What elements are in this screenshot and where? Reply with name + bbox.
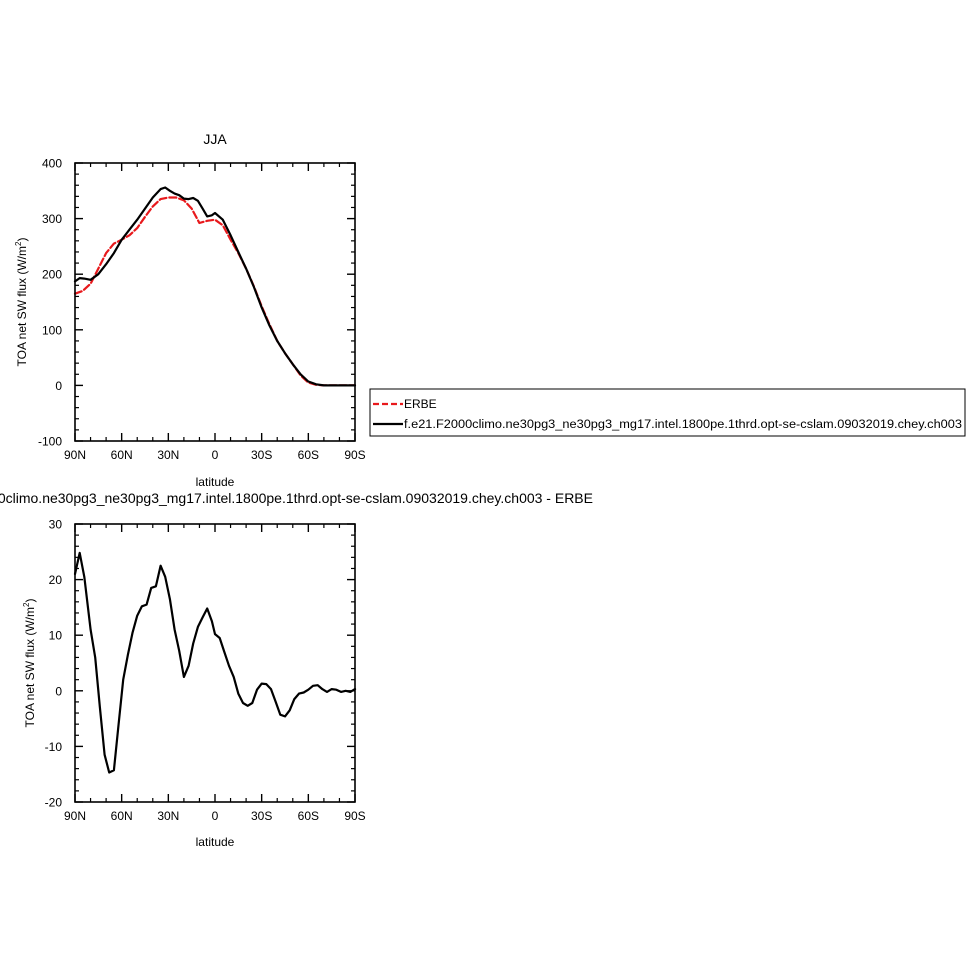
top-chart-y-tick-label: 0 (55, 379, 62, 393)
bottom-chart-y-axis-label-main: TOA net SW flux (W/m (23, 607, 37, 727)
bottom-chart-series-difference (73, 551, 357, 774)
top-chart-series-layer (73, 186, 357, 387)
top-chart-y-tick-label: 400 (42, 157, 62, 171)
top-chart-x-tick-label: 30N (157, 448, 179, 462)
bottom-chart-y-tick-label: 20 (49, 573, 63, 587)
bottom-chart-x-tick-label: 30S (251, 809, 272, 823)
bottom-chart-y-tick-label: 0 (55, 684, 62, 698)
top-chart-x-tick-label: 90N (64, 448, 86, 462)
bottom-chart-x-tick-label: 30N (157, 809, 179, 823)
bottom-chart-panel: f.e21.F2000climo.ne30pg3_ne30pg3_mg17.in… (0, 490, 593, 849)
bottom-chart-plot-frame (74, 523, 356, 803)
bottom-chart-ticks-layer: 90N 60N 30N 0 30S 60S 90S -20 -10 0 10 20 30 (45, 518, 366, 824)
legend-label-erbe: ERBE (404, 397, 437, 411)
top-chart-x-axis-label: latitude (196, 475, 235, 489)
top-chart-y-tick-label: 100 (42, 323, 62, 337)
legend: ERBE f.e21.F2000climo.ne30pg3_ne30pg3_mg… (369, 388, 966, 437)
top-chart-y-tick-label: 300 (42, 212, 62, 226)
top-chart-x-tick-label: 60N (111, 448, 133, 462)
top-chart-x-tick-label: 60S (298, 448, 319, 462)
top-chart-y-axis-label-main: TOA net SW flux (W/m (15, 246, 29, 366)
bottom-chart-series-layer (73, 551, 357, 774)
bottom-chart-y-axis-label-close: ) (23, 599, 37, 603)
bottom-chart-x-tick-label: 90S (344, 809, 365, 823)
bottom-chart-y-tick-label: -20 (45, 796, 63, 810)
legend-box (369, 388, 966, 437)
bottom-chart-y-axis-label: TOA net SW flux (W/m2) (22, 599, 37, 728)
legend-label-model: f.e21.F2000climo.ne30pg3_ne30pg3_mg17.in… (404, 419, 962, 431)
top-chart-x-tick-label: 90S (344, 448, 365, 462)
bottom-chart-x-tick-label: 90N (64, 809, 86, 823)
top-chart-plot-frame (74, 162, 356, 442)
top-chart-y-axis-label-superscript: 2 (14, 241, 23, 246)
top-chart-y-tick-label: 200 (42, 268, 62, 282)
bottom-chart-y-axis-label-superscript: 2 (22, 602, 31, 607)
top-chart-y-tick-label: -100 (38, 435, 62, 449)
top-chart-series-erbe (73, 196, 357, 387)
bottom-chart-x-tick-label: 60N (111, 809, 133, 823)
top-chart-panel: JJA 90N 60N 30N 0 30S 60S 90S -100 0 100 200 300 400… (14, 131, 366, 489)
bottom-chart-x-tick-label: 0 (212, 809, 219, 823)
top-chart-x-tick-label: 30S (251, 448, 272, 462)
bottom-chart-title: f.e21.F2000climo.ne30pg3_ne30pg3_mg17.in… (0, 490, 593, 506)
bottom-chart-x-axis-label: latitude (196, 835, 235, 849)
bottom-chart-y-tick-label: 10 (49, 629, 63, 643)
top-chart-x-tick-label: 0 (212, 448, 219, 462)
bottom-chart-x-tick-label: 60S (298, 809, 319, 823)
top-chart-series-model (73, 186, 357, 387)
top-chart-y-axis-label-close: ) (15, 238, 29, 242)
bottom-chart-y-tick-label: -10 (45, 740, 63, 754)
bottom-chart-y-tick-label: 30 (49, 518, 63, 532)
top-chart-title: JJA (203, 131, 227, 147)
top-chart-ticks-layer: 90N 60N 30N 0 30S 60S 90S -100 0 100 200 300 400 (38, 157, 366, 463)
top-chart-y-axis-label: TOA net SW flux (W/m2) (14, 238, 29, 367)
